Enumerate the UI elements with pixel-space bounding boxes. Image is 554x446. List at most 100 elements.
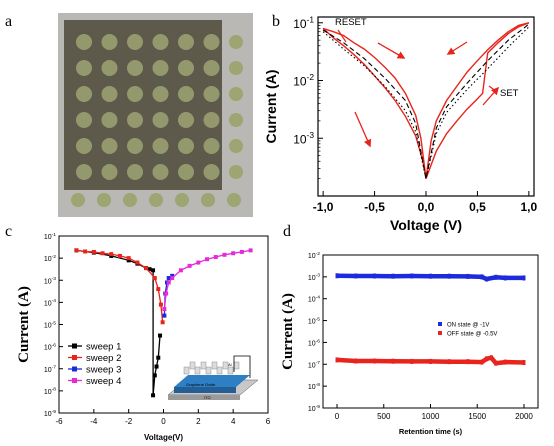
direction-arrow: [354, 111, 372, 148]
data-point: [494, 274, 498, 280]
legend-marker: [72, 355, 77, 360]
y-axis-label: Current (A): [280, 293, 296, 370]
data-point: [335, 273, 339, 279]
legend-label: ON state @ -1V: [447, 323, 489, 329]
x-tick-label: -4: [90, 417, 98, 426]
legend-label: sweep 2: [86, 353, 121, 364]
data-point: [126, 256, 131, 261]
electrode-dot: [127, 112, 143, 128]
chart-c: -6 -4 -2 0 2 4 6 10-9 10-8 10-7 10-6 10-5 10-4 10-3 10…: [16, 232, 271, 442]
electrode-dot: [229, 61, 243, 75]
data-point: [162, 313, 167, 318]
data-point: [447, 359, 451, 365]
data-point: [522, 360, 526, 366]
annotation-reset: RESET: [335, 17, 367, 28]
data-point: [170, 276, 175, 281]
data-point: [480, 359, 484, 365]
data-point: [164, 291, 169, 296]
electrode-dot: [76, 86, 92, 102]
panel-label-c: c: [5, 223, 12, 240]
direction-arrow: [482, 86, 500, 106]
data-point: [410, 273, 414, 279]
electrode-dot: [178, 138, 194, 154]
electrode-dot: [76, 112, 92, 128]
electrode-dot: [178, 86, 194, 102]
inset-ito-label: ITO: [204, 395, 211, 400]
legend-label: sweep 1: [86, 342, 121, 353]
electrode-dot: [76, 164, 92, 180]
data-point: [410, 358, 414, 364]
data-point: [152, 276, 157, 281]
data-point: [196, 260, 201, 265]
electrode-dot: [149, 193, 163, 207]
x-tick-label: 2000: [515, 412, 533, 421]
data-point: [372, 273, 376, 279]
electrode-dot: [178, 60, 194, 76]
x-tick-label: 6: [266, 417, 271, 426]
electrode-dot: [178, 164, 194, 180]
data-point: [144, 266, 149, 271]
data-point: [147, 267, 152, 272]
direction-arrow: [377, 42, 406, 59]
data-point: [158, 302, 163, 307]
electrode-dot: [101, 164, 118, 180]
data-point: [156, 287, 161, 292]
device-photo: [58, 13, 253, 217]
x-tick-label: 0,5: [469, 200, 486, 214]
electrode-dot: [152, 112, 169, 128]
data-point: [485, 276, 489, 282]
data-point: [222, 252, 227, 257]
y-tick-label: 10-1: [293, 14, 314, 30]
y-tick-label: 10-4: [44, 298, 56, 307]
top-electrode: [189, 361, 196, 370]
x-tick-label: 2: [196, 417, 201, 426]
y-tick-label: 10-5: [44, 320, 56, 329]
direction-arrow: [446, 41, 468, 55]
panel-label-d: d: [283, 223, 291, 240]
data-point: [248, 248, 253, 253]
electrode-dot: [175, 193, 189, 207]
legend-label: OFF state @ -0.5V: [447, 332, 497, 338]
data-point: [91, 249, 96, 254]
inset-oxide-label: Graphene Oxide: [186, 382, 216, 387]
y-tick-label: 10-2: [44, 254, 56, 263]
legend-label: sweep 4: [86, 376, 121, 387]
top-electrode: [233, 361, 240, 370]
electrode-dot: [152, 164, 169, 180]
series-line: [322, 27, 427, 179]
x-tick-label: -1,0: [313, 200, 334, 214]
electrode-dot: [203, 112, 220, 128]
electrode-dot: [152, 60, 169, 76]
electrode-dot: [101, 34, 118, 50]
y-axis-label: Current (A): [263, 70, 279, 144]
y-axis-label: Current (A): [16, 286, 32, 363]
y-tick-label: 10-3: [44, 276, 56, 285]
data-point: [372, 358, 376, 364]
electrode-dot: [127, 60, 143, 76]
substrate-side: [168, 395, 240, 400]
electrode-dot: [178, 112, 194, 128]
electrode-dot: [229, 113, 243, 127]
electrode-dot: [101, 60, 118, 76]
y-tick-label: 10-2: [293, 72, 314, 88]
x-axis-label: Voltage (V): [390, 217, 462, 233]
x-tick-label: 1000: [422, 412, 440, 421]
x-tick-label: -6: [55, 417, 63, 426]
electrode-dot: [76, 138, 92, 154]
x-tick-label: 1,0: [521, 200, 538, 214]
inset-al-label: Al: [228, 362, 232, 367]
electrode-dot: [227, 193, 241, 207]
data-point: [205, 257, 210, 262]
top-electrode: [227, 366, 234, 375]
legend-marker: [72, 343, 77, 349]
data-point: [151, 393, 156, 398]
data-point: [166, 280, 171, 285]
x-tick-label: 4: [231, 417, 236, 426]
series-line: [322, 23, 530, 179]
photo-electrode-dots: [71, 34, 243, 207]
y-tick-label: 10-7: [308, 360, 320, 369]
data-point: [239, 249, 244, 254]
electrode-dot: [101, 112, 118, 128]
panel-label-b: b: [272, 13, 280, 30]
